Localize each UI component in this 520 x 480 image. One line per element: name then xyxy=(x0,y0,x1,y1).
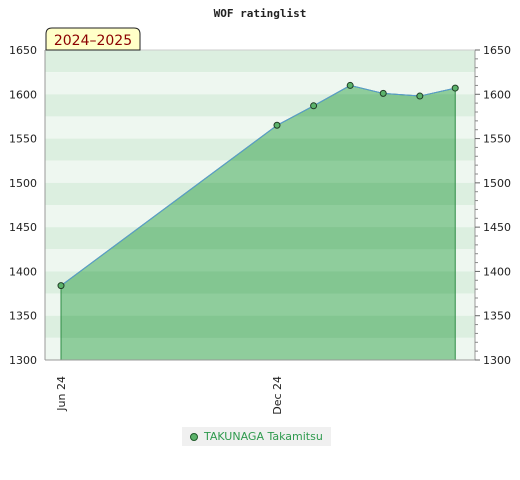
y-tick-label-right: 1600 xyxy=(483,88,511,101)
legend: TAKUNAGA Takamitsu xyxy=(182,427,331,446)
y-tick-label-left: 1300 xyxy=(9,354,37,367)
legend-label: TAKUNAGA Takamitsu xyxy=(204,430,323,443)
x-tick-label: Jun 24 xyxy=(55,376,68,412)
y-tick-label-right: 1350 xyxy=(483,310,511,323)
data-point xyxy=(416,92,424,100)
area-stripe xyxy=(61,271,456,294)
y-tick-label-right: 1300 xyxy=(483,354,511,367)
y-tick-label-right: 1500 xyxy=(483,177,511,190)
area-stripe xyxy=(61,227,456,250)
series-points xyxy=(57,81,459,290)
season-badge-text: 2024–2025 xyxy=(54,33,132,49)
data-point xyxy=(451,84,459,92)
data-point xyxy=(346,81,354,89)
background-band xyxy=(45,50,475,73)
y-tick-label-left: 1550 xyxy=(9,133,37,146)
y-tick-label-right: 1650 xyxy=(483,44,511,57)
chart-title: WOF ratinglist xyxy=(214,7,307,20)
data-point xyxy=(57,282,65,290)
y-tick-label-left: 1400 xyxy=(9,265,37,278)
y-tick-label-right: 1400 xyxy=(483,265,511,278)
data-point xyxy=(310,102,318,110)
y-tick-label-left: 1500 xyxy=(9,177,37,190)
y-tick-label-left: 1450 xyxy=(9,221,37,234)
background-band xyxy=(45,72,475,95)
x-tick-label: Dec 24 xyxy=(271,376,284,415)
y-tick-label-left: 1350 xyxy=(9,310,37,323)
y-tick-label-right: 1450 xyxy=(483,221,511,234)
data-point xyxy=(379,89,387,97)
legend-marker-icon xyxy=(190,432,198,441)
data-point xyxy=(273,121,281,129)
y-tick-label-left: 1650 xyxy=(9,44,37,57)
area-stripe xyxy=(61,315,456,338)
axes: 1300 1300 1350 1350 1400 1400 1450 1450 1500 1500… xyxy=(9,44,511,415)
y-tick-label-right: 1550 xyxy=(483,133,511,146)
season-badge: 2024–2025 xyxy=(45,27,141,51)
y-tick-label-left: 1600 xyxy=(9,88,37,101)
